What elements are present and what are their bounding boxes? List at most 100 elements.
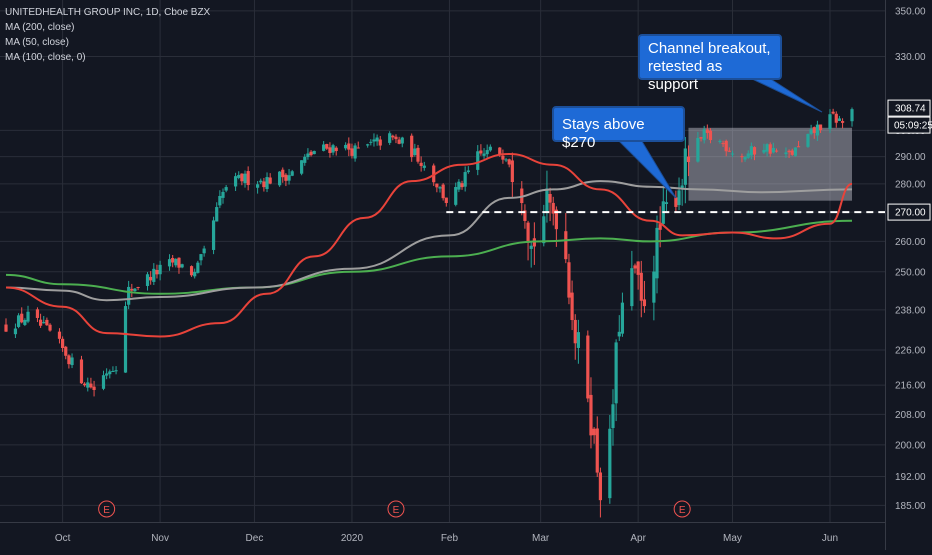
candle <box>259 179 262 185</box>
candle-body <box>203 249 206 254</box>
candle <box>794 147 797 157</box>
candle <box>309 150 312 157</box>
candle-body <box>102 375 105 389</box>
candle-body <box>567 262 570 297</box>
candle-body <box>476 151 479 170</box>
candle <box>58 328 61 343</box>
candle-body <box>155 270 158 274</box>
earnings-marker: E <box>674 501 690 517</box>
candle <box>677 177 680 210</box>
candle <box>665 189 668 211</box>
candle <box>300 160 303 175</box>
candle <box>105 368 108 379</box>
candle-body <box>309 152 312 155</box>
earnings-letter: E <box>103 505 110 516</box>
candle-body <box>709 131 712 140</box>
callout-channel-breakout[interactable]: Channel breakout, retested as support <box>638 34 782 80</box>
candle <box>102 371 105 390</box>
callout-support-text: Stays above $270 <box>562 116 675 152</box>
candle <box>520 181 523 215</box>
candle-body <box>574 320 577 343</box>
candle <box>70 353 73 368</box>
candle-body <box>398 140 401 144</box>
candle-body <box>454 187 457 205</box>
candle-body <box>611 404 614 428</box>
candle-body <box>511 160 514 182</box>
candle-body <box>718 141 721 142</box>
candle-body <box>810 129 813 134</box>
candle-body <box>652 272 655 303</box>
candle <box>388 131 391 145</box>
candle-body <box>146 274 149 286</box>
candle-body <box>306 154 309 158</box>
candle-body <box>357 147 360 148</box>
candle-body <box>832 112 835 114</box>
candle-body <box>284 175 287 181</box>
candle-body <box>133 289 136 291</box>
last-price-text: 308.74 <box>895 104 926 115</box>
candle <box>545 171 548 223</box>
candle-body <box>570 293 573 320</box>
candle <box>637 261 640 289</box>
candle-body <box>67 355 70 364</box>
candle-body <box>479 150 482 153</box>
candle <box>159 261 162 281</box>
candle-body <box>850 109 853 121</box>
candle-body <box>753 147 756 154</box>
candle <box>567 254 570 304</box>
candle <box>533 222 536 265</box>
candle-body <box>467 170 470 172</box>
candle-body <box>674 197 677 207</box>
time-tick-label: Mar <box>532 533 550 544</box>
candle-body <box>593 429 596 435</box>
candle <box>92 381 95 397</box>
price-tick-label: 280.00 <box>895 179 926 190</box>
candle-body <box>14 329 17 335</box>
earnings-markers: EEE <box>99 501 691 517</box>
candle <box>608 415 611 504</box>
candle-body <box>36 309 39 318</box>
candle <box>413 144 416 157</box>
candle <box>14 324 17 338</box>
candle <box>369 139 372 145</box>
candle-body <box>813 127 816 133</box>
candle-body <box>335 148 338 151</box>
candle-body <box>788 151 791 152</box>
candle <box>193 269 196 279</box>
candle-body <box>608 429 611 498</box>
candle-body <box>193 272 196 276</box>
callout-stays-above[interactable]: Stays above $270 <box>552 106 685 142</box>
candle-body <box>706 129 709 132</box>
price-tick-label: 208.00 <box>895 410 926 421</box>
candle-body <box>681 185 684 187</box>
candle <box>265 172 268 192</box>
candle-body <box>300 160 303 173</box>
candle-body <box>259 181 262 183</box>
time-tick-label: Dec <box>246 533 264 544</box>
candle-body <box>42 322 45 323</box>
candle-body <box>410 136 413 157</box>
candle <box>398 137 401 144</box>
candle <box>501 150 504 164</box>
candle <box>181 264 184 269</box>
candle-body <box>322 145 325 151</box>
price-tick-label: 200.00 <box>895 440 926 451</box>
candle-body <box>457 182 460 190</box>
candle <box>806 134 809 148</box>
time-tick-label: May <box>723 533 742 544</box>
candle <box>42 316 45 324</box>
candle <box>435 183 438 192</box>
candle <box>86 378 89 392</box>
earnings-marker: E <box>388 501 404 517</box>
candle-body <box>633 265 636 268</box>
candle <box>269 173 272 184</box>
candle-body <box>731 154 734 155</box>
time-tick-label: Oct <box>55 533 71 544</box>
candle-body <box>687 157 690 163</box>
candle <box>357 142 360 149</box>
candle-body <box>369 142 372 143</box>
candle <box>630 251 633 311</box>
candle <box>256 181 259 194</box>
